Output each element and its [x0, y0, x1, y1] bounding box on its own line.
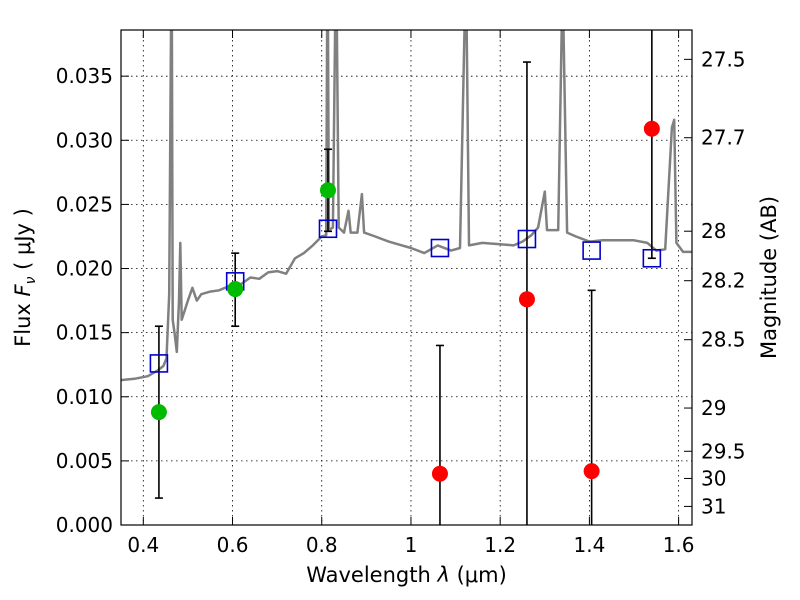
grid-lines: [121, 30, 692, 526]
marker-layer: [149, 120, 662, 482]
y-tick-label: 0.015: [56, 321, 113, 345]
y-tick-label: 0.020: [56, 257, 113, 281]
y-tick-label: 0.005: [56, 449, 113, 473]
x-tick-label: 1.4: [573, 533, 605, 557]
red-photometry-point: [583, 463, 600, 480]
x-tick-label: 1.6: [663, 533, 695, 557]
y2-tick-label: 28.5: [701, 328, 746, 352]
model-flux-square: [318, 219, 338, 239]
x-tick-label: 0.4: [127, 533, 159, 557]
y2-tick-label: 29.5: [701, 439, 746, 463]
x-tick-label: 1.2: [484, 533, 516, 557]
y2-tick-label: 31: [701, 494, 726, 518]
y-tick-label: 0.025: [56, 192, 113, 216]
y2-axis-title: Magnitude (AB): [757, 196, 781, 359]
y-tick-label: 0.000: [56, 513, 113, 537]
y2-tick-label: 27.7: [701, 126, 746, 150]
y2-tick-label: 28: [701, 219, 726, 243]
model-flux-square: [582, 241, 601, 260]
x-axis-title: Wavelength λ (μm): [306, 563, 507, 587]
spectrum-line: [121, 30, 692, 382]
green-photometry-point: [227, 281, 244, 298]
red-photometry-point: [643, 120, 660, 137]
green-photometry-point: [319, 182, 336, 199]
plot-frame: [120, 29, 693, 526]
y-tick-label: 0.010: [56, 385, 113, 409]
y2-tick-label: 30: [701, 466, 726, 490]
x-tick-label: 1: [405, 533, 418, 557]
y-tick-label: 0.035: [56, 64, 113, 88]
model-flux-square: [430, 238, 450, 258]
model-flux-square: [642, 248, 662, 268]
red-photometry-point: [431, 465, 448, 482]
y-tick-label: 0.030: [56, 128, 113, 152]
model-flux-square: [149, 354, 169, 373]
spectrum-layer: [121, 30, 692, 382]
tick-layer: 0.4 0.6 0.8 1 1.2 1.4 1.6 0.000 0.005 0.010 0.015 0…: [56, 30, 746, 557]
red-photometry-point: [518, 291, 535, 308]
y-axis-title: Flux Fν ( μJy ): [11, 208, 39, 347]
green-photometry-point: [150, 404, 167, 421]
errorbar-layer: [154, 30, 656, 525]
y2-tick-label: 29: [701, 396, 726, 420]
y2-tick-label: 27.5: [701, 47, 746, 71]
x-tick-label: 0.6: [217, 533, 249, 557]
model-flux-square: [517, 229, 537, 249]
y2-tick-label: 28.2: [701, 269, 746, 293]
x-tick-label: 0.8: [306, 533, 338, 557]
